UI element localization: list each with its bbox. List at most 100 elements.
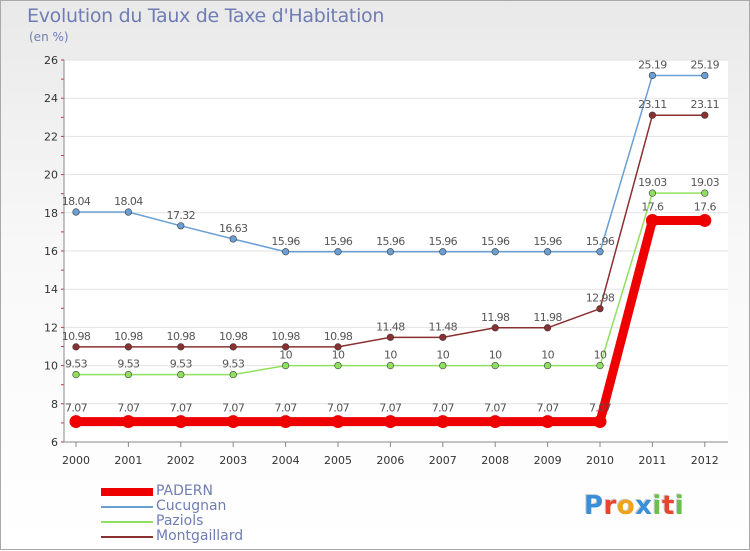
proxiti-logo: Proxiti (584, 491, 684, 521)
data-point-cucugnan (229, 235, 237, 243)
data-point-montgaillard (72, 343, 80, 351)
data-label-paziols: 19.03 (638, 176, 667, 189)
data-point-paziols (491, 362, 499, 370)
chart-title: Evolution du Taux de Taxe d'Habitation (27, 5, 385, 27)
data-point-padern (69, 415, 83, 429)
legend-label-cucugnan: Cucugnan (156, 498, 227, 514)
data-label-padern: 17.6 (641, 200, 664, 213)
data-point-paziols (596, 362, 604, 370)
y-tick-label: 14 (44, 283, 58, 296)
y-unit-label: (en %) (29, 30, 69, 44)
logo-letter: r (603, 491, 617, 521)
logo-letter: t (661, 491, 675, 521)
data-label-paziols: 9.53 (65, 358, 88, 371)
data-label-padern: 7.07 (432, 402, 455, 415)
data-label-paziols: 9.53 (117, 358, 140, 371)
data-label-padern: 7.07 (589, 402, 612, 415)
legend-label-montgaillard: Montgaillard (156, 528, 244, 544)
data-point-padern (226, 415, 240, 429)
data-label-cucugnan: 15.96 (324, 235, 353, 248)
data-label-padern: 7.07 (170, 402, 193, 415)
y-tick-label: 20 (44, 169, 58, 182)
data-label-paziols: 10 (489, 349, 502, 362)
data-label-paziols: 10 (384, 349, 397, 362)
data-point-paziols (177, 370, 185, 379)
data-point-montgaillard (596, 305, 604, 313)
logo-letter: i (674, 491, 685, 521)
data-point-cucugnan (596, 248, 604, 256)
data-point-montgaillard (282, 343, 290, 351)
data-point-padern (645, 213, 659, 227)
data-label-paziols: 10 (541, 349, 554, 362)
x-tick-label: 2007 (429, 454, 457, 467)
legend-swatch-cucugnan (101, 506, 153, 508)
x-tick-label: 2002 (167, 454, 195, 467)
data-label-padern: 7.07 (327, 402, 350, 415)
logo-letter: i (652, 491, 662, 521)
data-point-padern (383, 415, 397, 429)
x-tick-label: 2010 (586, 454, 614, 467)
data-point-paziols (439, 362, 447, 370)
data-label-paziols: 10 (594, 349, 607, 362)
x-tick-label: 2009 (534, 454, 562, 467)
x-tick-label: 2005 (324, 454, 352, 467)
data-label-paziols: 10 (332, 349, 345, 362)
data-label-paziols: 10 (279, 349, 292, 362)
data-point-montgaillard (543, 324, 552, 332)
data-label-montgaillard: 10.98 (62, 330, 91, 343)
data-point-montgaillard (491, 324, 499, 332)
x-tick-label: 2011 (638, 454, 666, 467)
data-label-cucugnan: 18.04 (62, 195, 91, 208)
data-label-montgaillard: 10.98 (114, 330, 143, 343)
y-tick-label: 6 (51, 436, 58, 449)
y-tick-label: 10 (44, 360, 58, 373)
data-label-padern: 7.07 (537, 402, 560, 415)
x-tick-label: 2008 (481, 454, 509, 467)
data-point-cucugnan (439, 248, 447, 256)
data-point-cucugnan (701, 71, 709, 80)
data-point-paziols (124, 370, 132, 379)
data-point-cucugnan (543, 248, 552, 256)
data-point-montgaillard (177, 343, 185, 351)
data-label-cucugnan: 15.96 (586, 235, 615, 248)
legend-label-paziols: Paziols (156, 513, 204, 529)
data-label-paziols: 19.03 (691, 176, 720, 189)
data-point-padern (593, 415, 607, 429)
data-label-montgaillard: 12.98 (586, 292, 615, 305)
data-point-montgaillard (334, 343, 342, 351)
data-label-cucugnan: 15.96 (481, 235, 510, 248)
data-label-padern: 7.07 (275, 402, 298, 415)
data-label-cucugnan: 18.04 (114, 195, 143, 208)
data-point-cucugnan (648, 71, 657, 80)
data-point-padern (331, 415, 345, 429)
x-tick-label: 2004 (272, 454, 300, 467)
data-point-montgaillard (648, 111, 657, 119)
data-label-paziols: 9.53 (222, 358, 245, 371)
data-point-cucugnan (491, 248, 499, 256)
legend-swatch-montgaillard (101, 536, 153, 538)
data-label-cucugnan: 25.19 (691, 58, 720, 71)
data-point-padern (541, 415, 555, 429)
data-point-paziols (543, 362, 552, 370)
data-label-cucugnan: 15.96 (376, 235, 405, 248)
logo-letter: P (584, 491, 604, 521)
data-label-padern: 7.07 (65, 402, 88, 415)
data-point-paziols (229, 370, 237, 379)
x-tick-label: 2003 (219, 454, 247, 467)
data-point-padern (698, 213, 712, 227)
data-point-montgaillard (229, 343, 237, 351)
data-label-paziols: 9.53 (170, 358, 193, 371)
data-point-paziols (282, 362, 290, 370)
data-label-montgaillard: 23.11 (638, 98, 667, 111)
data-point-paziols (386, 362, 395, 370)
x-tick-label: 2012 (691, 454, 719, 467)
data-point-montgaillard (439, 333, 447, 341)
data-point-padern (174, 415, 188, 429)
data-label-montgaillard: 11.98 (533, 311, 562, 324)
data-label-cucugnan: 17.32 (167, 209, 196, 222)
data-point-padern (279, 415, 293, 429)
data-point-cucugnan (72, 208, 80, 216)
legend-label-padern: PADERN (156, 483, 213, 499)
y-tick-label: 24 (44, 92, 58, 105)
